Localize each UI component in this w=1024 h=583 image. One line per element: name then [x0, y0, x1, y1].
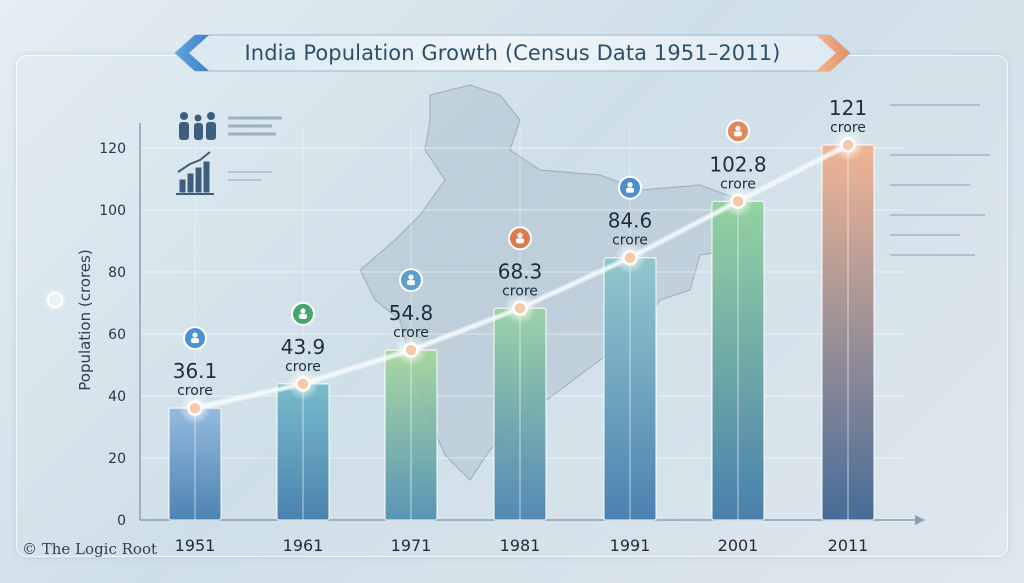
trend-line	[179, 128, 864, 425]
y-axis-label: Population (crores)	[76, 249, 94, 390]
data-point-marker	[840, 137, 856, 153]
x-axis-arrow	[915, 515, 925, 525]
slider-knob-decoration	[47, 292, 63, 308]
x-tick-label: 2001	[718, 536, 759, 555]
growth-chart-icon	[176, 151, 214, 195]
y-tick-label: 0	[117, 513, 126, 529]
data-point-marker	[403, 342, 419, 358]
unit-label: crore	[177, 383, 213, 399]
y-tick-label: 80	[108, 265, 126, 281]
crowd-icon	[399, 268, 423, 293]
value-label: 102.8	[709, 152, 766, 176]
value-label: 43.9	[281, 335, 326, 359]
value-labels: 1951 1961 1971 1981 1991 2001 201136.1crore43.…	[173, 96, 869, 555]
crowd-icon	[726, 119, 750, 144]
value-label: 54.8	[389, 301, 434, 325]
x-tick-label: 1981	[500, 536, 541, 555]
x-tick-label: 1961	[283, 536, 324, 555]
data-point-marker	[730, 193, 746, 210]
data-point-marker	[295, 376, 311, 392]
hud-decoration-left	[172, 110, 292, 200]
value-label: 121	[829, 96, 867, 120]
x-tick-label: 1951	[175, 536, 216, 555]
data-point-marker	[187, 400, 203, 416]
y-tick-label: 120	[99, 141, 126, 157]
person-icon	[508, 226, 532, 251]
unit-label: crore	[502, 283, 538, 299]
unit-label: crore	[830, 120, 866, 136]
y-tick-label: 60	[108, 327, 126, 343]
value-label: 36.1	[173, 359, 218, 383]
y-tick-label: 100	[99, 203, 126, 219]
x-tick-label: 2011	[828, 536, 869, 555]
unit-label: crore	[720, 176, 756, 192]
title-banner: India Population Growth (Census Data 195…	[175, 27, 850, 79]
x-tick-label: 1971	[391, 536, 432, 555]
family-icon	[618, 175, 642, 200]
chart-title: India Population Growth (Census Data 195…	[244, 41, 781, 65]
x-tick-label: 1991	[610, 536, 651, 555]
y-tick-label: 20	[108, 451, 126, 467]
unit-label: crore	[393, 325, 429, 341]
data-point-marker	[622, 249, 638, 266]
india-map-silhouette	[359, 84, 761, 481]
value-label: 84.6	[608, 209, 653, 233]
bars	[168, 144, 875, 521]
unit-label: crore	[285, 359, 321, 375]
value-label: 68.3	[498, 259, 543, 283]
hud-decoration-right	[890, 95, 1000, 295]
credit-text: © The Logic Root	[22, 540, 158, 558]
y-tick-label: 40	[108, 389, 126, 405]
people-icon	[179, 112, 216, 140]
data-point-marker	[512, 300, 528, 317]
unit-label: crore	[612, 233, 648, 249]
group-icon	[183, 326, 207, 351]
family-icon	[291, 301, 315, 326]
